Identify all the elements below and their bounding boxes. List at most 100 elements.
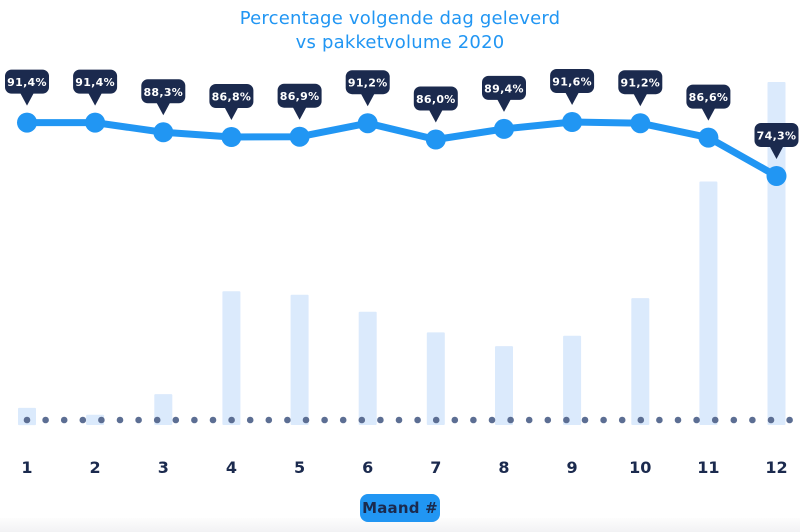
baseline-dot <box>767 416 775 424</box>
volume-bar <box>631 298 650 425</box>
value-label-text: 91,2% <box>620 77 660 90</box>
delivery-line <box>17 112 787 186</box>
value-label-text: 86,8% <box>212 91 252 104</box>
value-label-box <box>345 70 390 95</box>
value-label-box <box>141 79 186 104</box>
baseline-dot <box>749 416 756 424</box>
volume-bar <box>18 407 36 426</box>
x-axis-label: 6 <box>362 458 373 477</box>
value-label-pointer <box>156 102 171 116</box>
value-label-box <box>618 70 663 95</box>
baseline-dot <box>507 416 514 424</box>
value-label-text: 86,0% <box>416 93 456 106</box>
value-label-pointer <box>633 93 648 107</box>
value-label-box <box>686 84 731 109</box>
value-labels: 91,4% 91,4% 88,3% 86,8% 86,9% 91,2% 86,0% 89,4%… <box>5 69 799 159</box>
x-axis-title-badge: Maand # <box>360 494 440 522</box>
value-label: 91,4% <box>73 69 118 106</box>
baseline-dot <box>711 416 719 424</box>
baseline-dot <box>414 416 421 424</box>
volume-bars <box>18 82 786 426</box>
value-label: 86,9% <box>277 83 322 120</box>
baseline-dot <box>488 416 496 424</box>
baseline-dot <box>581 416 589 424</box>
value-label-pointer <box>360 93 375 107</box>
x-axis-label: 10 <box>629 458 651 477</box>
value-label-text: 91,6% <box>552 76 592 89</box>
value-label-box <box>5 69 49 94</box>
value-label-box <box>413 86 458 111</box>
value-label-text: 91,4% <box>75 76 115 89</box>
volume-bar <box>495 346 513 425</box>
volume-bar <box>222 291 241 425</box>
value-label: 86,8% <box>209 84 254 120</box>
volume-bar <box>290 294 309 425</box>
baseline-dot <box>302 416 310 424</box>
baseline-dot <box>265 416 273 424</box>
baseline-dot <box>525 416 533 424</box>
value-label-box <box>73 69 118 94</box>
value-label-pointer <box>428 109 443 123</box>
baseline-dot <box>544 416 552 424</box>
value-label-pointer <box>565 92 580 105</box>
data-point-marker <box>85 112 106 133</box>
baseline-dot <box>395 416 403 424</box>
value-label: 91,4% <box>5 69 49 106</box>
value-label-pointer <box>701 107 716 121</box>
data-point-marker <box>153 122 174 143</box>
baseline-dot <box>693 416 700 424</box>
baseline-dot <box>172 416 180 424</box>
volume-bar <box>358 311 377 425</box>
value-label-text: 86,9% <box>280 90 320 103</box>
baseline-dot <box>79 416 87 424</box>
value-label-box <box>754 123 799 147</box>
value-label-text: 88,3% <box>143 86 183 99</box>
x-axis-label: 1 <box>21 458 32 477</box>
data-point-marker <box>494 118 514 139</box>
value-label: 86,0% <box>413 86 458 123</box>
volume-bar <box>699 181 718 425</box>
x-axis-label: 2 <box>90 458 101 477</box>
data-point-marker <box>630 113 651 134</box>
chart-title-line2: vs pakketvolume 2020 <box>295 31 505 53</box>
value-label-box <box>482 75 526 100</box>
x-axis-label: 12 <box>765 458 787 477</box>
volume-bar <box>426 332 445 425</box>
baseline-dot <box>600 416 607 424</box>
value-label: 88,3% <box>141 79 186 116</box>
baseline-dot <box>786 416 793 424</box>
value-label: 91,2% <box>345 70 390 107</box>
value-label-text: 91,2% <box>348 77 388 90</box>
baseline-dot <box>451 416 459 424</box>
data-point-marker <box>289 126 310 147</box>
value-label-pointer <box>88 92 103 106</box>
x-axis-label: 9 <box>567 458 578 477</box>
value-label-pointer <box>497 98 511 112</box>
baseline-dot <box>98 416 105 424</box>
baseline-dot <box>656 416 663 424</box>
value-label: 74,3% <box>754 123 799 159</box>
baseline-dot <box>321 416 328 424</box>
data-point-marker <box>562 112 583 132</box>
value-label-text: 89,4% <box>484 82 524 95</box>
value-label-box <box>209 84 254 108</box>
value-label: 91,2% <box>618 70 663 107</box>
data-point-marker <box>357 113 378 134</box>
baseline-dot <box>209 416 217 424</box>
line-path <box>23 118 780 180</box>
baseline-dot <box>153 416 161 424</box>
value-label-pointer <box>292 106 307 120</box>
x-axis-label: 7 <box>430 458 441 477</box>
value-label-text: 74,3% <box>757 130 797 143</box>
baseline-dot <box>42 416 49 424</box>
x-axis-labels: 1 2 3 4 5 6 7 8 9 10 11 12 <box>21 458 787 477</box>
baseline-dot <box>23 416 31 424</box>
footer-strip <box>0 518 800 532</box>
baseline-dot <box>563 416 570 424</box>
data-point-marker <box>221 127 242 147</box>
chart-title-line1: Percentage volgende dag geleverd <box>239 8 561 29</box>
baseline-dot <box>377 416 384 424</box>
baseline-dot <box>116 416 124 424</box>
dotted-baseline <box>23 416 793 424</box>
baseline-dot <box>618 416 626 424</box>
